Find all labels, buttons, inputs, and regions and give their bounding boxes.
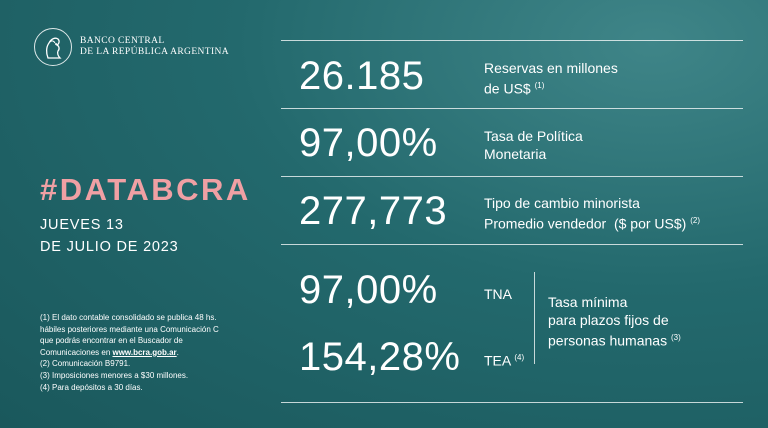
bank-name-line2: DE LA REPÚBLICA ARGENTINA [80, 47, 230, 57]
exchange-rate-label-line1: Tipo de cambio minorista [484, 195, 640, 211]
divider [281, 108, 743, 109]
bcra-emblem-icon [34, 28, 72, 66]
hashtag-title: #DATABCRA [40, 172, 251, 207]
tea-label: TEA (4) [484, 349, 524, 370]
footnote-1-suffix: . [176, 347, 179, 357]
fixed-term-line3-text: personas humanas [548, 332, 668, 349]
bcra-website-link[interactable]: www.bcra.gob.ar [112, 347, 177, 357]
date-line2: DE JULIO DE 2023 [40, 239, 179, 255]
footnotes: (1) El dato contable consolidado se publ… [40, 312, 275, 393]
fixed-term-description: Tasa mínima para plazos fijos de persona… [548, 293, 681, 350]
divider [281, 402, 743, 403]
divider [281, 40, 743, 41]
tna-value: 97,00% [299, 268, 438, 312]
publication-date: JUEVES 13 DE JULIO DE 2023 [40, 214, 179, 258]
policy-rate-label-line1: Tasa de Política [484, 128, 583, 144]
fixed-term-line3: personas humanas (3) [548, 329, 681, 350]
fixed-term-note: (3) [670, 333, 681, 342]
policy-rate-label-line2: Monetaria [484, 146, 547, 162]
exchange-rate-value: 277,773 [299, 189, 448, 233]
date-line1: JUEVES 13 [40, 217, 124, 233]
footnote-4: (4) Para depósitos a 30 días. [40, 382, 143, 392]
footnote-1-line1: (1) El dato contable consolidado se publ… [40, 313, 217, 322]
footnote-1-line3: que podrás encontrar en el Buscador de [40, 336, 183, 346]
reserves-note: (1) [534, 81, 545, 90]
footnote-1-prefix: Comunicaciones en [40, 347, 113, 357]
tea-label-text: TEA [484, 352, 511, 369]
policy-rate-label: Tasa de Política Monetaria [484, 127, 583, 163]
reserves-label: Reservas en millones de US$ (1) [484, 59, 618, 98]
reserves-unit: de US$ [484, 80, 531, 97]
exchange-rate-label: Tipo de cambio minorista Promedio vended… [484, 194, 700, 233]
fixed-term-line2: para plazos fijos de [548, 312, 669, 328]
bcra-logo: BANCO CENTRAL DE LA REPÚBLICA ARGENTINA [34, 28, 229, 66]
reserves-label-line2: de US$ (1) [484, 77, 618, 98]
reserves-value: 26.185 [299, 54, 425, 98]
policy-rate-value: 97,00% [299, 121, 438, 165]
reserves-label-line1: Reservas en millones [484, 60, 618, 76]
divider [281, 176, 743, 177]
bank-name: BANCO CENTRAL DE LA REPÚBLICA ARGENTINA [80, 36, 229, 59]
footnote-3: (3) Imposiciones menores a $30 millones. [40, 370, 189, 380]
bank-name-line1: BANCO CENTRAL [80, 35, 165, 46]
tna-label: TNA [484, 286, 512, 302]
divider [281, 244, 743, 245]
fixed-term-line1: Tasa mínima [548, 294, 628, 310]
footnote-1-line2: hábiles posteriores mediante una Comunic… [40, 324, 219, 334]
tea-note: (4) [514, 353, 525, 362]
exchange-rate-unit: Promedio vendedor ($ por US$) [484, 215, 687, 232]
footnote-2: (2) Comunicación B9791. [40, 359, 131, 369]
footnote-1-line4: Comunicaciones en www.bcra.gob.ar. [40, 347, 275, 359]
vertical-divider [534, 272, 535, 364]
exchange-rate-note: (2) [690, 216, 700, 225]
tea-value: 154,28% [299, 335, 461, 379]
exchange-rate-label-line2: Promedio vendedor ($ por US$) (2) [484, 212, 700, 233]
